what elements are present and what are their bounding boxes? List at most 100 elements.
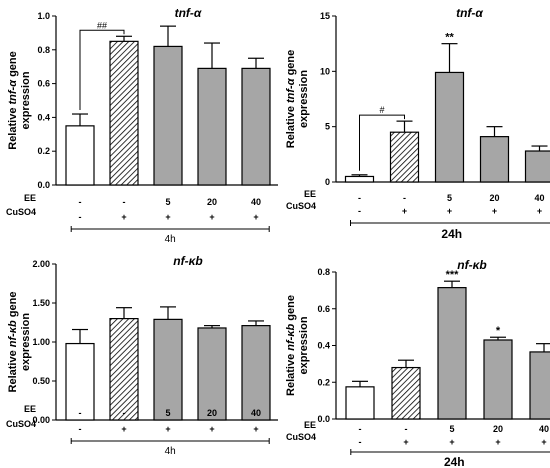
y-axis-label-gene: tnf-α <box>285 77 297 103</box>
time-label: 24h <box>441 227 462 241</box>
cuso4-row-label: CuSO4 <box>6 207 36 217</box>
time-label: 4h <box>165 446 176 457</box>
ee-dose-label: 40 <box>534 193 544 203</box>
y-axis-label-suffix: gene <box>7 51 19 80</box>
y-tick-label: 1.00 <box>32 337 50 347</box>
y-axis-label-suffix: gene <box>285 295 297 324</box>
y-axis-label: Relative nf-κb gene <box>285 295 297 396</box>
ee-dose-label: 20 <box>489 193 499 203</box>
cuso4-label: + <box>541 437 546 447</box>
bar <box>391 366 421 420</box>
y-tick-label: 0.2 <box>37 146 50 156</box>
cuso4-row-label: CuSO4 <box>286 201 316 211</box>
cuso4-label: + <box>165 424 170 434</box>
ee-dose-label: 20 <box>207 197 217 207</box>
ee-dose-label: - <box>359 424 362 434</box>
bar <box>197 67 227 186</box>
chart-panel-1: 0.0 0.2 0.4 0.6 0.8 1.0 Relative tnf-α geneexp… <box>6 6 278 245</box>
y-tick-label: 0.2 <box>317 377 330 387</box>
y-tick-label: 0 <box>325 177 330 187</box>
y-tick-label: 15 <box>320 11 330 21</box>
y-axis-label-suffix: gene <box>285 50 297 79</box>
cuso4-label: - <box>79 212 82 222</box>
cuso4-label: + <box>165 212 170 222</box>
y-axis-label-prefix: Relative <box>7 105 19 150</box>
ee-dose-label: - <box>123 408 126 418</box>
significance-label: ## <box>97 20 107 30</box>
ee-dose-label: 5 <box>165 408 170 418</box>
y-tick-label: 0.4 <box>317 341 330 351</box>
ee-dose-label: - <box>405 424 408 434</box>
cuso4-label: + <box>492 206 497 216</box>
ee-dose-label: 5 <box>447 193 452 203</box>
cuso4-row-label: CuSO4 <box>6 419 36 429</box>
bar <box>241 325 271 421</box>
cuso4-label: + <box>209 424 214 434</box>
significance-label: # <box>379 105 384 115</box>
bar <box>153 318 183 421</box>
cuso4-label: - <box>358 206 361 216</box>
bar <box>479 136 510 183</box>
bar <box>524 150 550 183</box>
cuso4-label: - <box>359 437 362 447</box>
ee-dose-label: 5 <box>449 424 454 434</box>
bar <box>344 175 375 183</box>
chart-panel-4: 0.0 0.2 0.4 0.6 0.8 Relative nf-κb geneexpres… <box>285 258 550 468</box>
y-axis-label-gene: nf-κb <box>285 323 297 350</box>
y-tick-label: 0.0 <box>317 414 330 424</box>
chart-title: tnf-α <box>175 6 202 20</box>
bar <box>153 45 183 186</box>
cuso4-label: + <box>449 437 454 447</box>
cuso4-label: + <box>537 206 542 216</box>
y-axis-label: Relative nf-κb gene <box>7 292 19 393</box>
y-axis-label-line2: expression <box>298 70 310 128</box>
chart-panel-3: 0.00 0.50 1.00 1.50 2.00 Relative nf-κb genee… <box>6 254 278 457</box>
y-tick-label: 0.8 <box>317 267 330 277</box>
y-tick-label: 0.0 <box>37 180 50 190</box>
ee-dose-label: 20 <box>493 424 503 434</box>
cuso4-label: + <box>495 437 500 447</box>
significance-star: * <box>496 325 501 337</box>
bar <box>437 287 467 420</box>
ee-dose-label: 5 <box>165 197 170 207</box>
ee-row-label: EE <box>304 420 316 430</box>
y-tick-label: 0.6 <box>317 304 330 314</box>
y-tick-label: 5 <box>325 122 330 132</box>
cuso4-label: - <box>79 424 82 434</box>
y-tick-label: 0.50 <box>32 376 50 386</box>
ee-dose-label: - <box>358 193 361 203</box>
significance-star: ** <box>445 32 454 44</box>
significance-bracket <box>79 29 125 111</box>
y-axis-label-suffix: gene <box>7 292 19 321</box>
ee-dose-label: - <box>123 197 126 207</box>
y-axis-label-gene: tnf-α <box>7 79 19 105</box>
bar <box>434 71 465 183</box>
y-tick-label: 0.4 <box>37 112 50 122</box>
cuso4-row-label: CuSO4 <box>286 432 316 442</box>
cuso4-label: + <box>121 212 126 222</box>
y-tick-label: 1.0 <box>37 11 50 21</box>
cuso4-label: + <box>403 437 408 447</box>
bar <box>241 67 271 186</box>
ee-dose-label: 40 <box>251 197 261 207</box>
chart-title: tnf-α <box>456 6 483 20</box>
y-tick-label: 0.00 <box>32 415 50 425</box>
ee-dose-label: 40 <box>251 408 261 418</box>
cuso4-label: + <box>402 206 407 216</box>
y-axis-label: Relative tnf-α gene <box>285 50 297 149</box>
y-tick-label: 0.8 <box>37 45 50 55</box>
y-axis-label-line2: expression <box>20 313 32 371</box>
bar <box>389 131 420 183</box>
cuso4-label: + <box>253 212 258 222</box>
y-axis-label-prefix: Relative <box>7 347 19 392</box>
cuso4-label: + <box>121 424 126 434</box>
bar <box>345 386 375 420</box>
y-axis-label-prefix: Relative <box>285 103 297 148</box>
significance-star: *** <box>446 269 460 281</box>
ee-row-label: EE <box>304 189 316 199</box>
bar <box>197 327 227 421</box>
significance-bracket <box>359 114 405 171</box>
bar <box>109 40 139 186</box>
y-axis-label-prefix: Relative <box>285 351 297 396</box>
